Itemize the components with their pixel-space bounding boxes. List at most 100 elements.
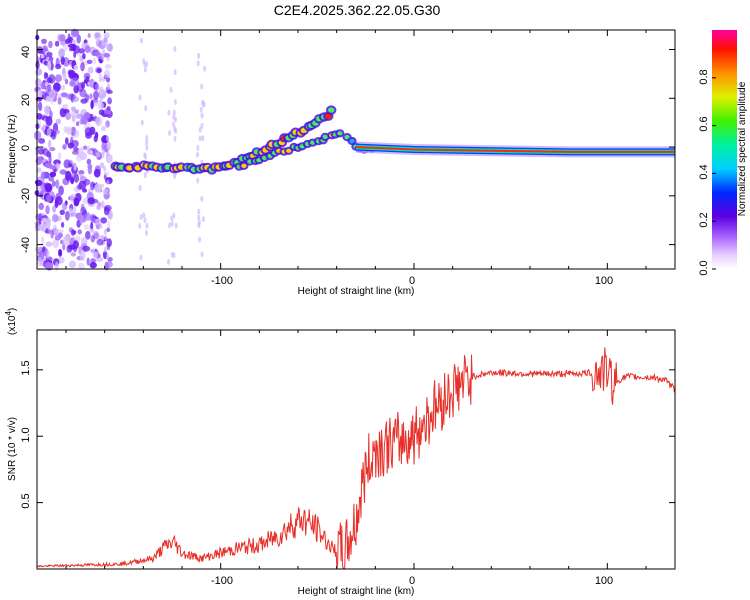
noise-blob: [33, 130, 42, 141]
noise-blob: [145, 144, 149, 151]
noise-blob: [74, 109, 80, 114]
noise-blob: [103, 69, 111, 79]
colorbar-tick-label: 0.6: [698, 116, 710, 131]
noise-blob: [39, 223, 47, 232]
noise-blob: [106, 151, 109, 158]
noise-blob: [143, 172, 147, 179]
noise-blob: [198, 126, 202, 133]
colorbar-tick-label: 0.0: [698, 260, 710, 275]
noise-blob: [202, 101, 206, 108]
noise-blob: [65, 78, 69, 85]
noise-blob: [44, 81, 49, 87]
noise-blob: [51, 180, 56, 187]
noise-blob: [71, 77, 79, 87]
noise-blob: [197, 208, 201, 215]
noise-blob: [104, 64, 112, 69]
noise-blob: [138, 185, 142, 191]
noise-blob: [200, 83, 204, 90]
x-tick-label: -100: [211, 275, 233, 287]
noise-blob: [35, 68, 43, 76]
y-tick-label: 20: [20, 94, 32, 106]
noise-blob: [52, 213, 59, 223]
noise-blob: [90, 235, 96, 243]
figure-title: C2E4.2025.362.22.05.G30: [274, 2, 441, 18]
noise-blob: [48, 89, 56, 100]
noise-blob: [48, 176, 54, 182]
noise-blob: [79, 88, 87, 98]
noise-blob: [168, 130, 172, 136]
noise-blob: [201, 135, 205, 142]
noise-blob: [82, 53, 86, 60]
noise-blob: [70, 252, 77, 257]
spectrogram-ticks: [37, 30, 675, 269]
noise-blob: [62, 236, 70, 246]
noise-blob: [59, 209, 65, 215]
noise-blob: [70, 176, 75, 185]
noise-blob: [138, 94, 142, 101]
noise-blob: [86, 257, 90, 266]
noise-blob: [36, 113, 43, 120]
noise-blob: [98, 109, 105, 116]
noise-blob: [41, 236, 45, 246]
noise-blob: [106, 179, 110, 186]
noise-blob: [99, 223, 103, 230]
noise-blob: [92, 251, 98, 259]
noise-blob: [107, 83, 110, 89]
noise-blob: [80, 61, 85, 72]
noise-blob: [101, 234, 105, 241]
noise-blob: [41, 54, 45, 59]
noise-blob: [140, 119, 144, 126]
noise-blob: [197, 219, 201, 226]
noise-blob: [198, 135, 202, 142]
noise-blob: [68, 260, 76, 269]
noise-blob: [78, 170, 85, 175]
y-tick-label: 1.5: [20, 360, 32, 375]
signal-track: [110, 105, 675, 175]
noise-blob: [62, 202, 68, 211]
noise-blob: [36, 89, 43, 99]
noise-blob: [58, 152, 62, 160]
noise-blob: [106, 32, 110, 39]
noise-blob: [143, 152, 147, 159]
flat-track-core: [355, 146, 675, 153]
noise-blob: [72, 206, 77, 214]
noise-blob: [73, 163, 77, 171]
noise-blob: [38, 193, 43, 198]
noise-blob: [78, 48, 85, 54]
track-core: [241, 163, 247, 168]
noise-blob: [73, 197, 80, 207]
noise-blob: [196, 151, 199, 158]
noise-blob: [40, 82, 46, 90]
noise-blob: [60, 56, 65, 65]
noise-blob: [200, 112, 204, 119]
noise-blob: [62, 42, 68, 52]
noise-blob: [37, 213, 43, 222]
noise-blob: [57, 232, 63, 239]
noise-blob: [63, 159, 71, 169]
noise-blob: [82, 245, 91, 252]
noise-blob: [107, 220, 111, 230]
noise-blob: [106, 261, 113, 268]
noise-blob: [46, 127, 52, 137]
noise-blob: [62, 72, 67, 82]
noise-blob: [90, 258, 96, 263]
noise-blob: [98, 72, 102, 83]
noise-blob: [173, 46, 177, 52]
noise-blob: [52, 205, 57, 213]
noise-blob: [76, 34, 81, 44]
noise-blob: [65, 211, 70, 221]
noise-blob: [142, 212, 146, 219]
noise-blob: [103, 36, 108, 43]
noise-blob: [93, 31, 102, 41]
noise-blob: [103, 52, 110, 58]
noise-blob: [46, 52, 53, 57]
noise-blob: [60, 92, 68, 98]
noise-blob: [197, 214, 201, 221]
noise-blob: [172, 121, 175, 128]
noise-blob: [99, 86, 104, 95]
noise-blob: [49, 171, 57, 178]
noise-blob: [57, 97, 62, 105]
noise-blob: [55, 229, 64, 234]
noise-blob: [78, 180, 87, 190]
colorbar-label: Normalized spectral amplitude: [737, 81, 748, 216]
